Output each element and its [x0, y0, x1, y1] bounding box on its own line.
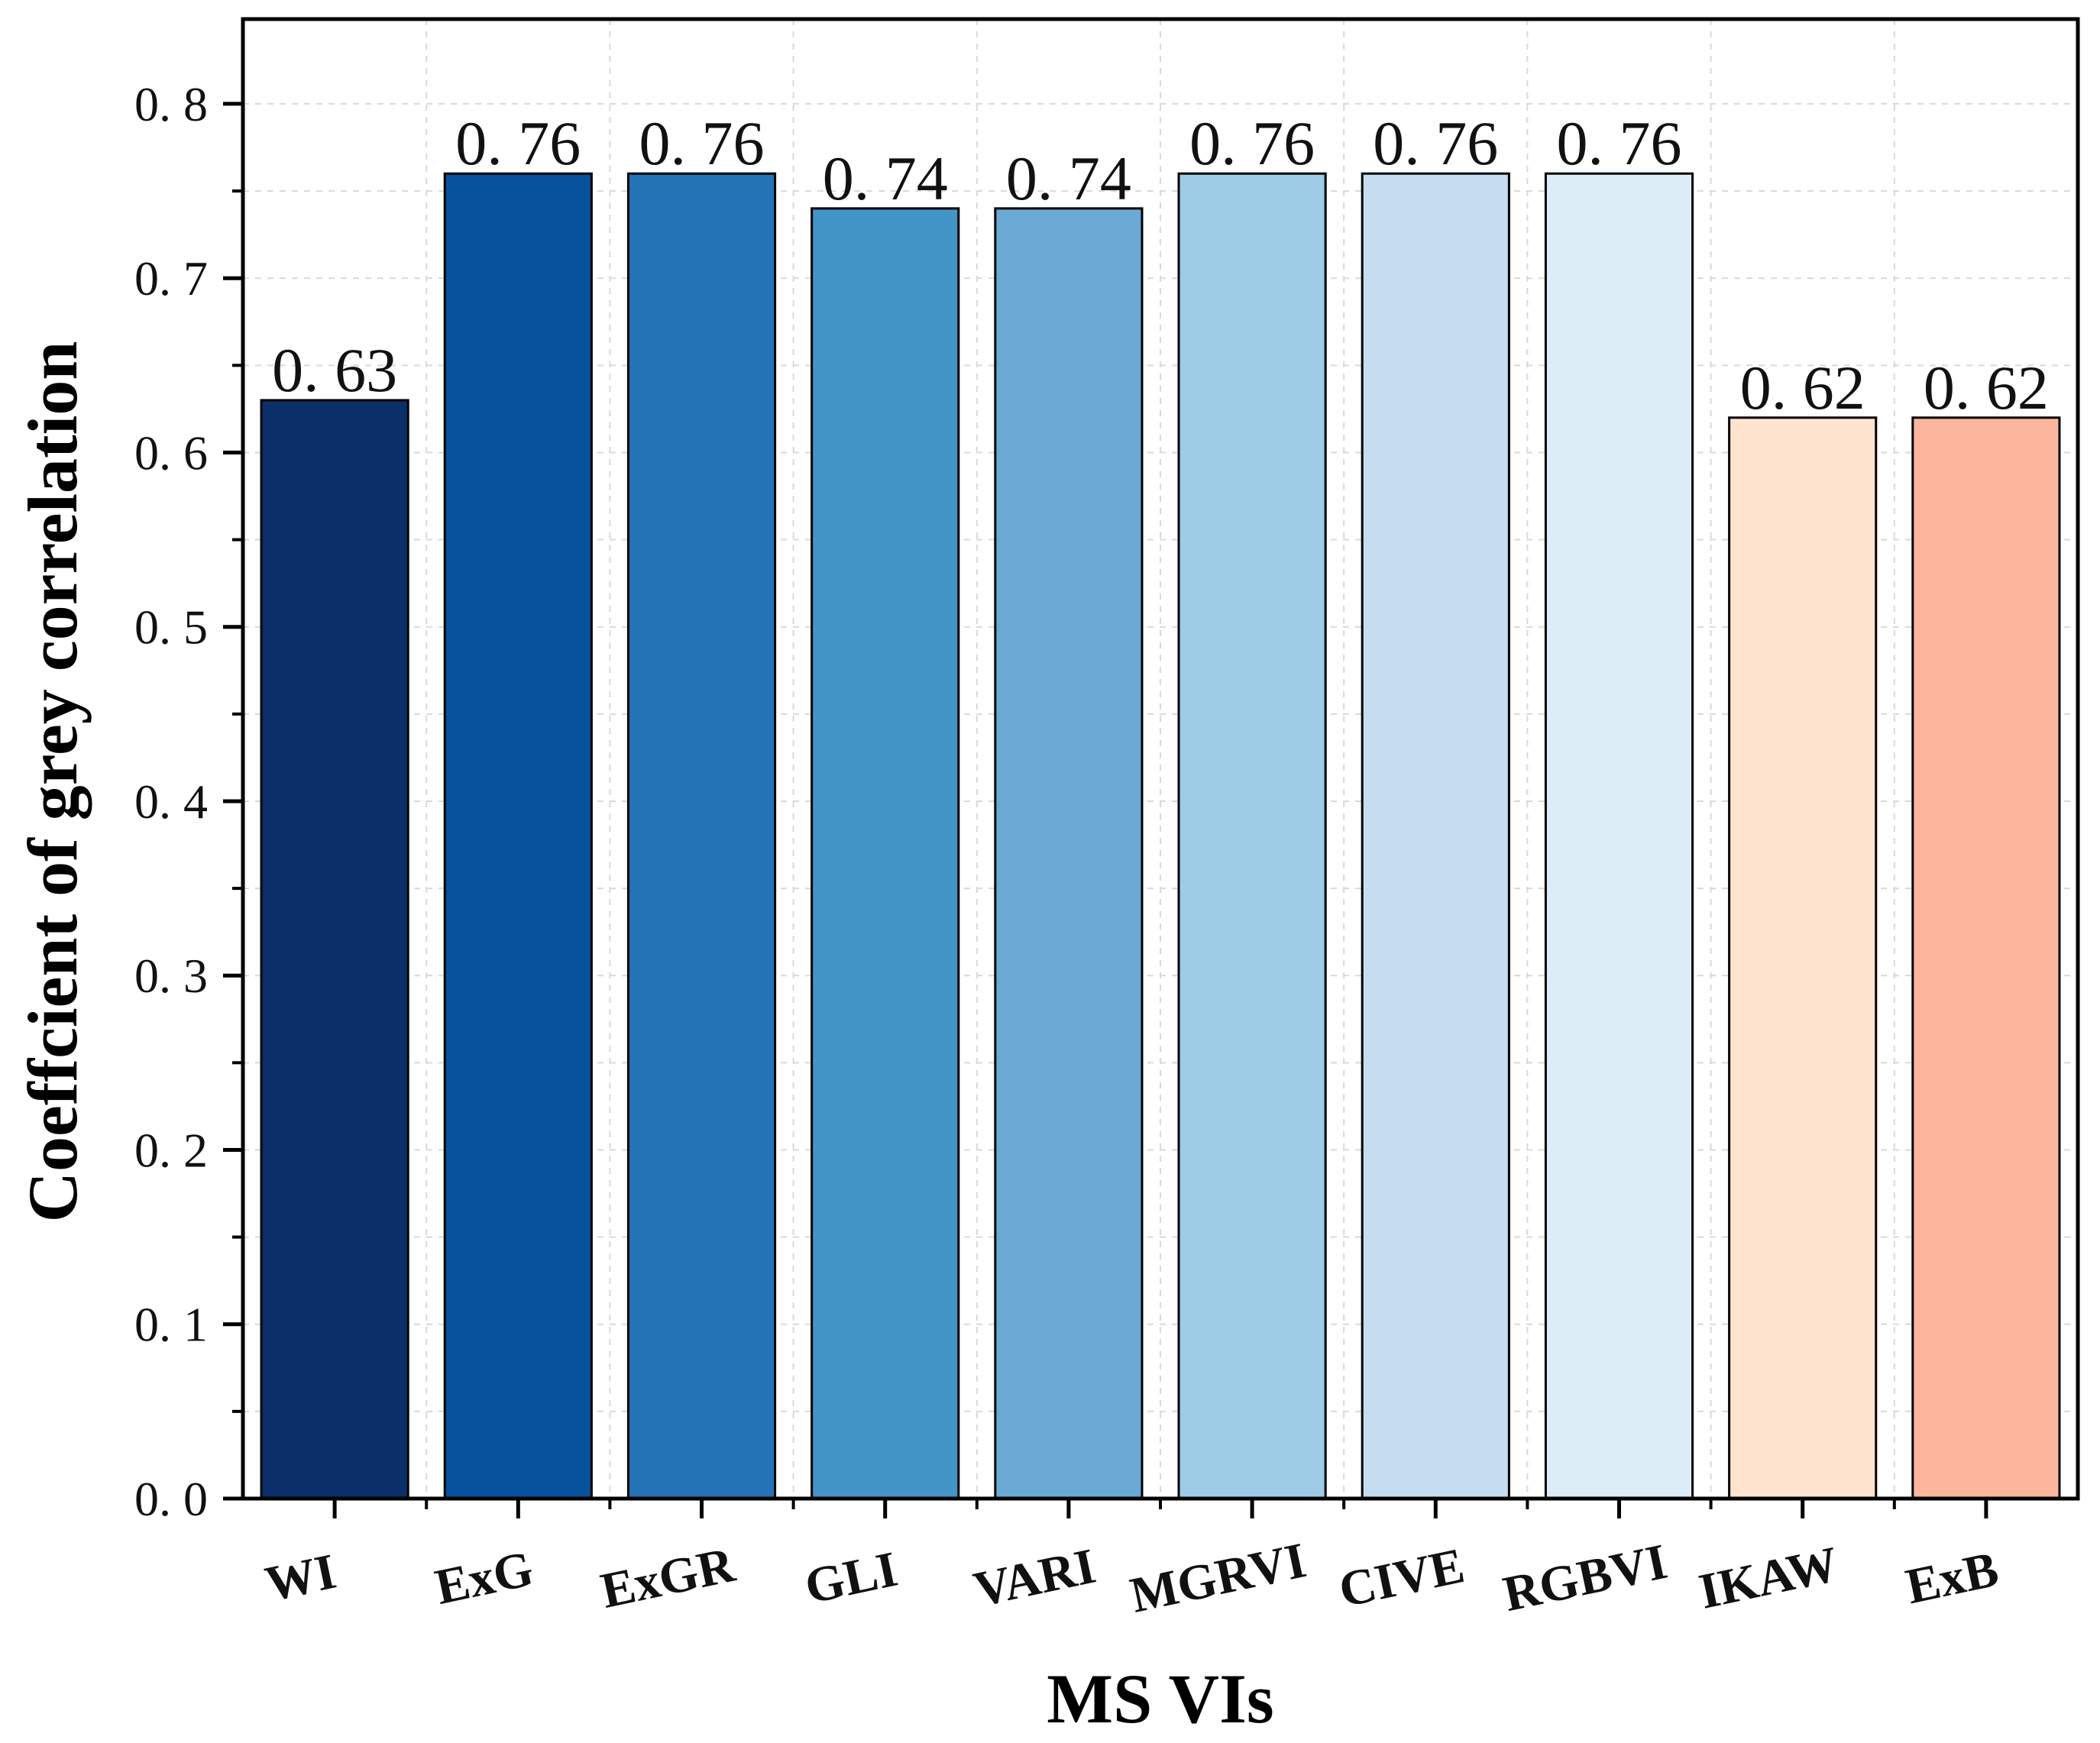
y-tick-label: 0. 7 — [134, 251, 208, 306]
data-label: 0. 74 — [1006, 144, 1131, 213]
bar — [443, 172, 593, 1500]
y-tick-label: 0. 8 — [134, 77, 208, 131]
data-label: 0. 76 — [455, 108, 581, 178]
x-axis-ticks: WI ExG ExGR GLI VARI MGRVI CIVE RGBVI IKAW ExB — [260, 1499, 2003, 1624]
x-tick-label: CIVE — [1335, 1538, 1470, 1618]
bar — [1544, 172, 1694, 1500]
x-tick-label: ExGR — [596, 1537, 740, 1619]
bars — [260, 172, 2061, 1500]
y-tick-label: 0. 2 — [134, 1123, 208, 1177]
x-tick-label: IKAW — [1694, 1536, 1843, 1620]
x-tick-label: RGBVI — [1499, 1534, 1672, 1622]
y-tick-label: 0. 1 — [134, 1298, 208, 1352]
data-label: 0. 62 — [1740, 353, 1865, 422]
y-axis-title: Coeffcient of grey correlation — [14, 341, 92, 1223]
y-tick-label: 0. 6 — [134, 425, 208, 480]
x-axis-title: MS VIs — [1047, 1660, 1273, 1738]
y-axis-ticks: 0. 0 0. 1 0. 2 0. 3 0. 4 0. 5 0. 6 0. 7 0. 8 — [134, 77, 243, 1526]
data-label: 0. 76 — [1373, 108, 1498, 178]
bar — [1911, 416, 2061, 1500]
bar — [1361, 172, 1510, 1500]
data-label: 0. 74 — [823, 144, 948, 213]
x-tick-label: MGRVI — [1125, 1532, 1310, 1624]
bar — [1177, 172, 1327, 1500]
x-tick-label: GLI — [800, 1541, 902, 1615]
data-label: 0. 76 — [1557, 108, 1682, 178]
bar — [1728, 416, 1878, 1500]
x-tick-label: VARI — [969, 1538, 1101, 1618]
y-tick-label: 0. 4 — [134, 774, 208, 829]
data-label: 0. 76 — [639, 108, 765, 178]
bar — [994, 207, 1144, 1500]
data-label: 0. 63 — [272, 335, 397, 405]
data-labels: 0. 63 0. 76 0. 76 0. 74 0. 74 0. 76 0. 76 0. 76… — [272, 108, 2049, 422]
bar — [260, 399, 409, 1500]
bar — [626, 172, 777, 1500]
y-tick-label: 0. 0 — [134, 1472, 208, 1526]
data-label: 0. 62 — [1924, 353, 2049, 422]
y-tick-label: 0. 5 — [134, 600, 208, 655]
x-tick-label: ExB — [1901, 1541, 2004, 1615]
y-tick-label: 0. 3 — [134, 949, 208, 1003]
x-tick-label: WI — [260, 1544, 341, 1612]
data-label: 0. 76 — [1189, 108, 1315, 178]
bar — [811, 207, 960, 1500]
x-tick-label: ExG — [430, 1541, 538, 1615]
